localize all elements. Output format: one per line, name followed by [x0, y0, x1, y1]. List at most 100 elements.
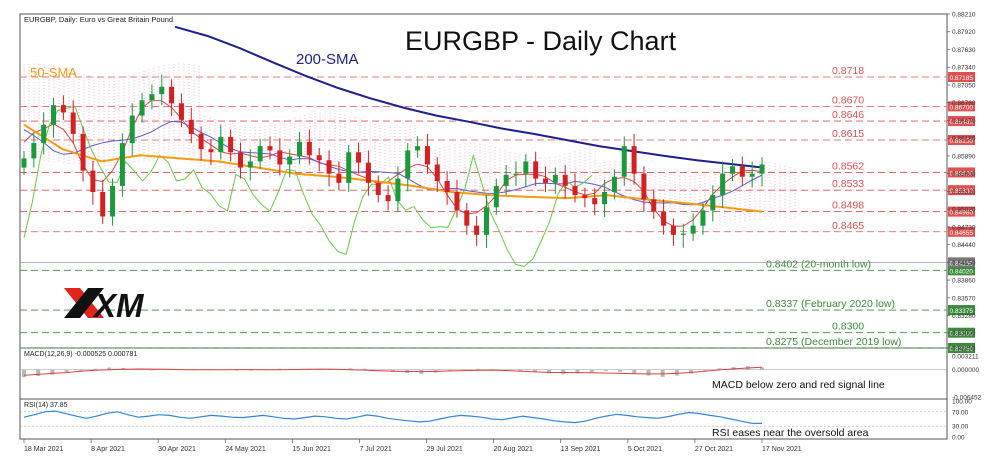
level-label-10: 0.8300	[832, 321, 864, 333]
level-label-7: 0.8465	[832, 220, 864, 232]
rsi-y-label-1: 70.00	[952, 409, 969, 416]
candle-body-59	[602, 192, 608, 205]
macd-bar-49	[717, 368, 722, 370]
level-label-2: 0.8646	[832, 109, 864, 121]
x-tick-label-11: 17 Nov 2021	[762, 446, 802, 453]
level-label-4: 0.8562	[832, 160, 864, 172]
level-tag-9: 0.83375	[950, 308, 974, 315]
candle-body-48	[493, 185, 499, 208]
macd-bar-42	[618, 369, 623, 372]
sma200-label: 200-SMA	[296, 51, 359, 68]
macd-bar-1	[36, 369, 41, 376]
macd-bar-47	[689, 369, 694, 374]
rsi-panel-frame	[19, 398, 948, 440]
candle-body-64	[651, 199, 657, 212]
macd-bar-26	[391, 369, 395, 372]
symbol-label: EURGBP, Daily: Euro vs Great Britain Pou…	[24, 15, 173, 24]
candle-body-70	[710, 195, 716, 211]
candle-body-33	[346, 152, 352, 183]
macd-bar-48	[703, 369, 708, 371]
macd-y-label-0: 0.003211	[952, 354, 979, 361]
macd-panel-frame	[19, 347, 948, 400]
rsi-y-label-2: 30.00	[952, 424, 969, 431]
candle-body-54	[552, 174, 558, 183]
x-tick-label-5: 7 Jul 2021	[359, 446, 391, 453]
candle-body-18	[198, 133, 204, 150]
candle-body-34	[356, 152, 362, 163]
y-tick-label-13: 0.84440	[952, 242, 976, 249]
macd-bar-9	[149, 369, 154, 371]
candle-body-71	[720, 173, 726, 196]
rsi-title: RSI(14) 37.85	[24, 402, 68, 409]
macd-bar-30	[447, 369, 452, 371]
level-label-0: 0.8718	[832, 65, 864, 77]
candle-body-29	[306, 141, 312, 156]
sma200-line	[174, 25, 763, 169]
candle-body-56	[572, 185, 578, 196]
candle-body-21	[228, 136, 234, 153]
macd-annotation: MACD below zero and red signal line	[712, 379, 885, 391]
level-label-6: 0.8498	[832, 200, 864, 212]
level-tag-0: 0.87185	[950, 75, 974, 82]
candle-body-67	[680, 233, 686, 235]
macd-signal-line	[23, 366, 763, 376]
x-tick-label-0: 18 Mar 2021	[24, 446, 63, 453]
candle-body-10	[119, 143, 125, 186]
candles	[21, 74, 765, 248]
level-label-1: 0.8670	[832, 94, 864, 106]
macd-bar-24	[362, 368, 367, 370]
candle-body-63	[641, 173, 647, 200]
candle-body-74	[749, 173, 755, 177]
macd-bar-36	[532, 369, 537, 373]
candle-body-11	[129, 115, 135, 144]
macd-bar-0	[22, 369, 26, 378]
sma50-line	[23, 123, 763, 213]
candle-body-37	[385, 195, 391, 202]
rsi-indicator: 100.00 70.00 30.00 0.00	[20, 399, 972, 442]
logo-text: XM	[92, 287, 145, 324]
y-tick-label-5: 0.86760	[952, 100, 976, 107]
candle-body-46	[474, 225, 480, 235]
level-label-8: 0.8402 (20-month low)	[766, 258, 871, 270]
tenkan-line	[23, 99, 763, 227]
candle-body-6	[80, 133, 86, 171]
rsi-line	[23, 410, 763, 424]
macd-bar-41	[603, 369, 608, 371]
xm-logo: XM	[64, 287, 145, 324]
candle-body-25	[267, 146, 273, 151]
macd-bar-4	[78, 369, 83, 371]
y-tick-label-0: 0.88210	[952, 12, 976, 19]
chart-title: EURGBP - Daily Chart	[405, 26, 677, 56]
cloud-dots	[23, 63, 796, 226]
candle-body-0	[21, 158, 27, 168]
candle-body-9	[110, 185, 116, 217]
macd-bar-32	[476, 368, 481, 370]
y-tick-label-2: 0.87630	[952, 47, 976, 54]
y-tick-label-1: 0.87920	[952, 29, 976, 36]
macd-title: MACD(12,26,9) -0.000525 0.000781	[24, 351, 137, 358]
x-tick-label-9: 5 Oct 2021	[628, 446, 662, 453]
level-label-9: 0.8337 (February 2020 low)	[766, 298, 895, 310]
candle-body-14	[159, 86, 165, 95]
candle-body-75	[759, 164, 765, 174]
macd-bar-7	[121, 367, 126, 370]
candle-body-7	[90, 170, 96, 193]
macd-bar-43	[632, 369, 637, 374]
x-tick-label-1: 8 Apr 2021	[91, 446, 125, 453]
macd-bar-21	[320, 369, 325, 371]
level-tag-bg-7	[948, 226, 975, 237]
candle-body-5	[70, 112, 76, 134]
candle-body-49	[503, 174, 509, 186]
candle-body-51	[523, 161, 529, 174]
y-tick-label-6: 0.86470	[952, 118, 976, 125]
candle-body-4	[60, 105, 66, 113]
candle-body-52	[533, 161, 539, 179]
candle-body-35	[365, 162, 371, 183]
macd-bar-33	[490, 369, 495, 370]
macd-bar-5	[92, 368, 97, 370]
macd-bar-3	[64, 369, 69, 374]
candle-body-3	[51, 105, 57, 125]
candle-body-53	[543, 178, 549, 183]
